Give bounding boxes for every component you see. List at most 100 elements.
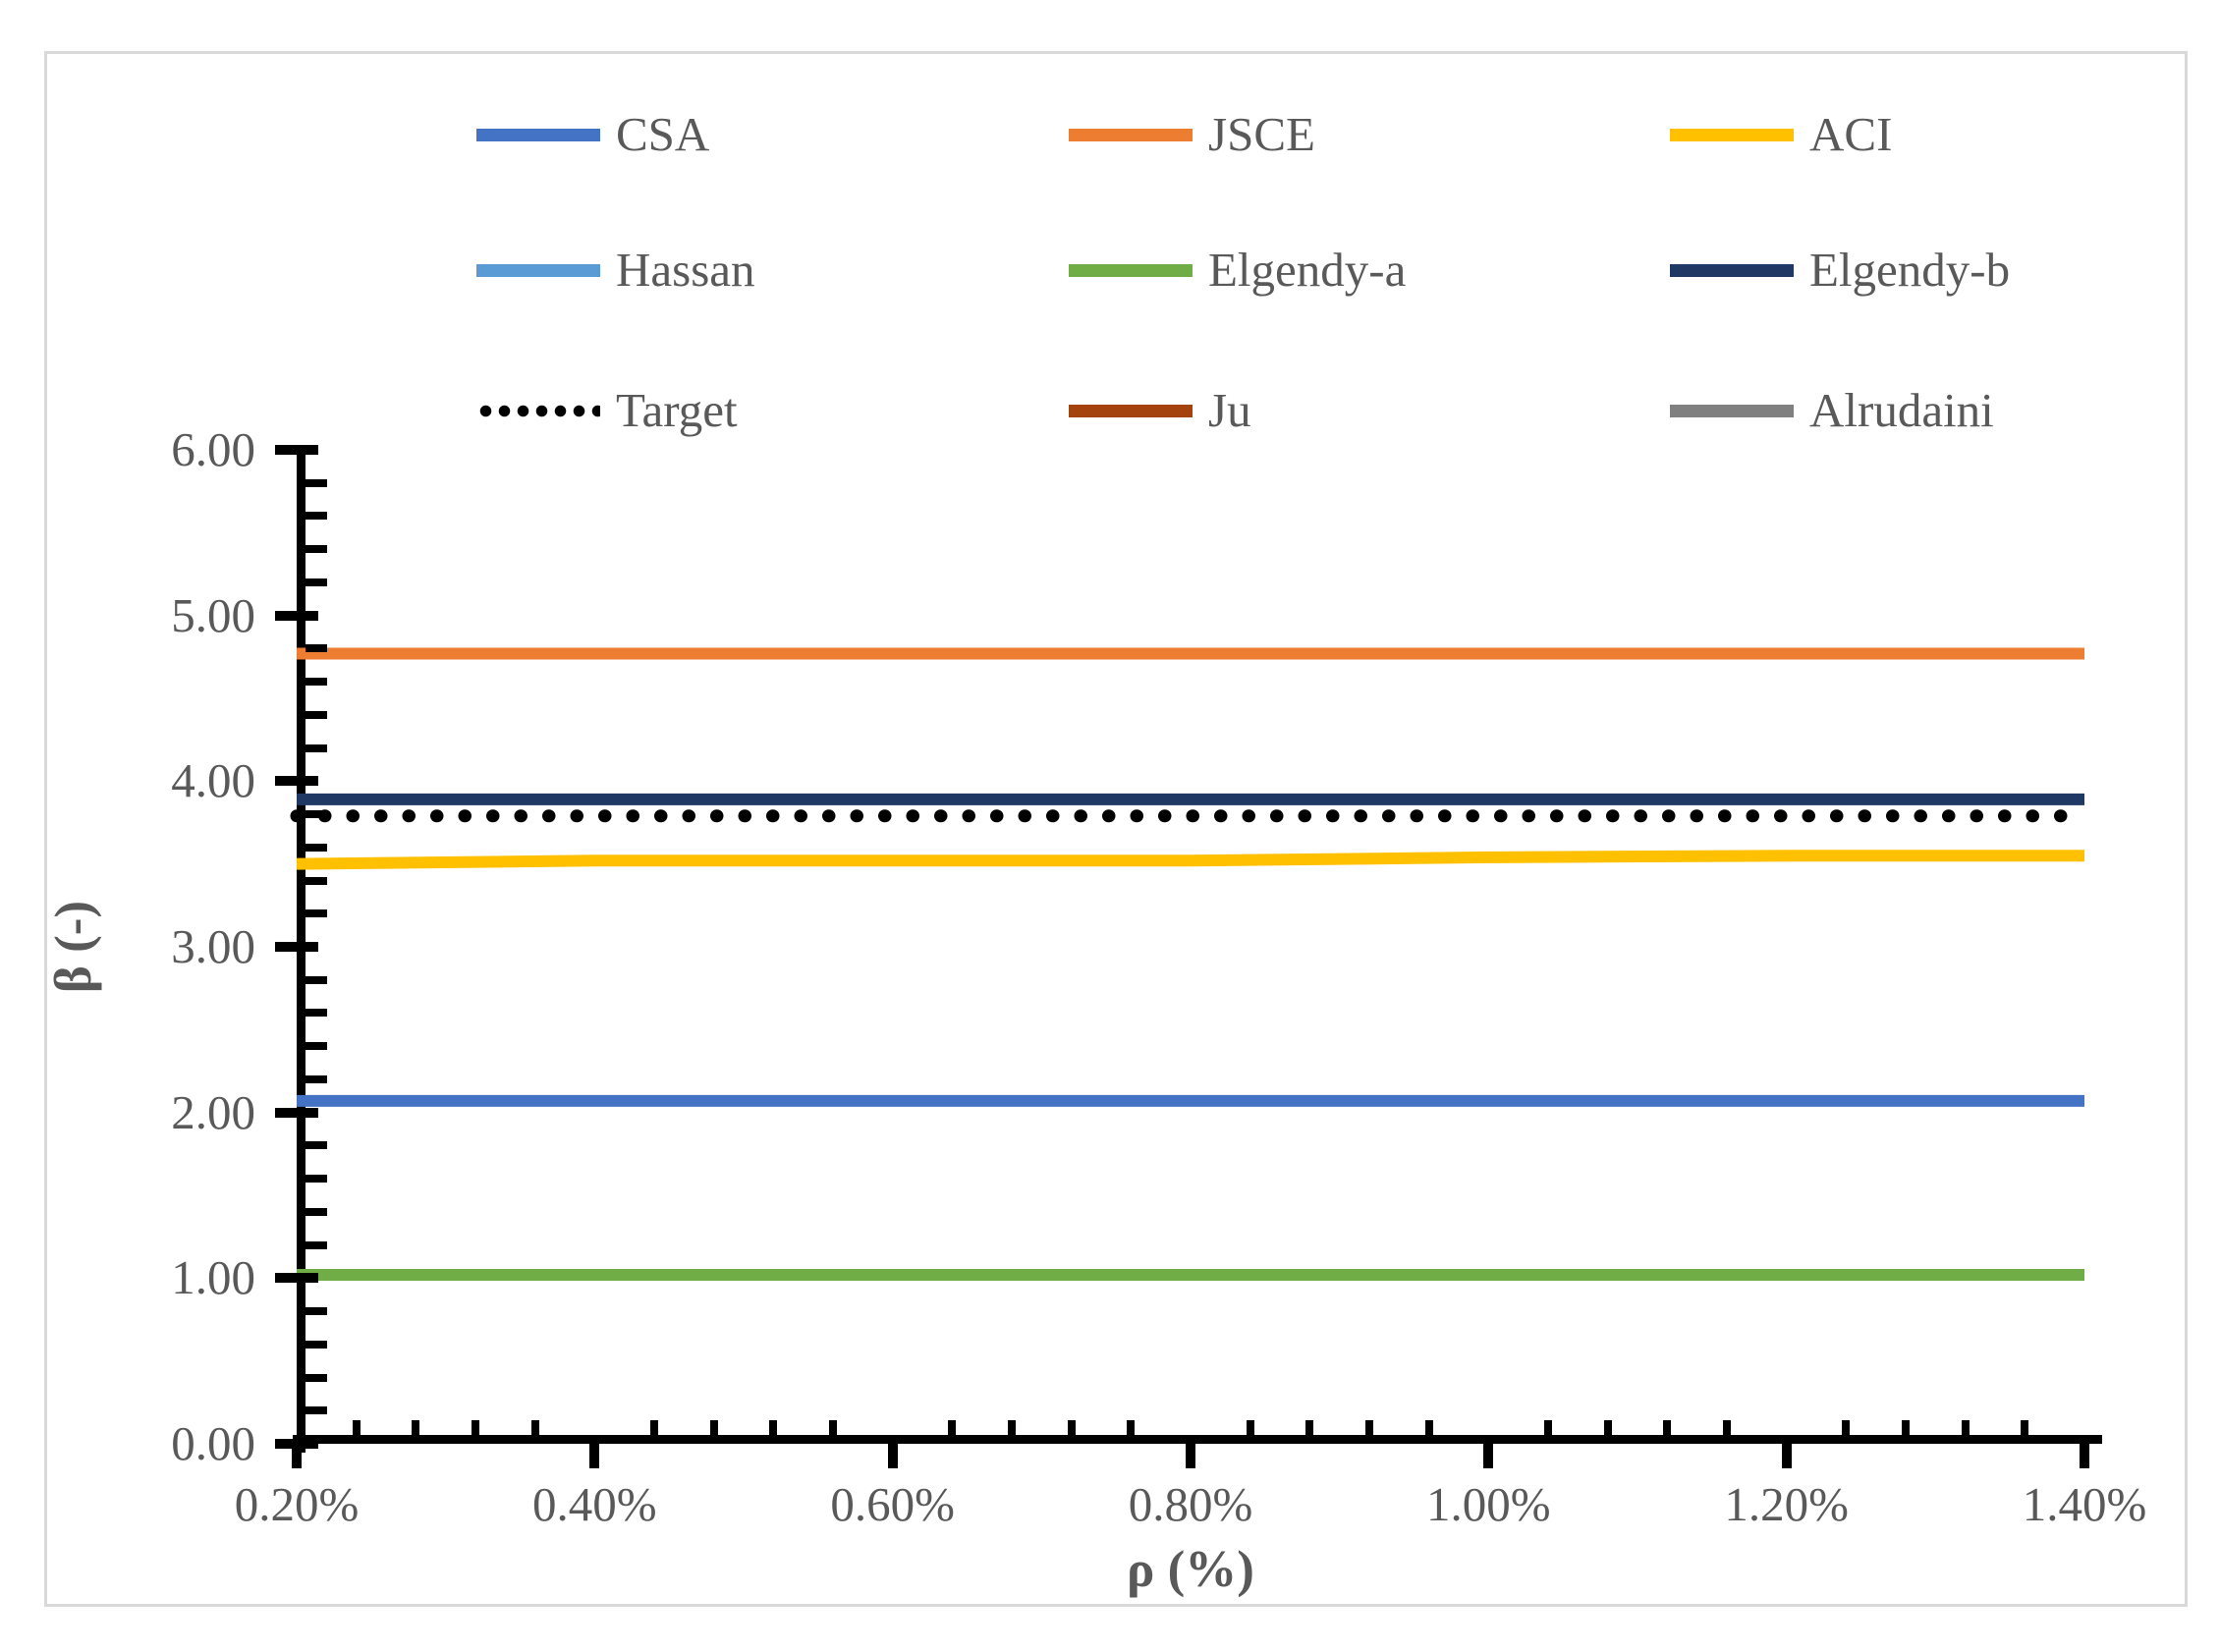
y-tick-label: 0.00: [171, 1416, 255, 1470]
x-minor-tick: [530, 1420, 539, 1435]
legend-swatch-jsce: [1069, 128, 1193, 141]
y-minor-tick: [305, 1042, 327, 1051]
x-minor-tick: [1067, 1420, 1076, 1435]
y-minor-tick: [305, 1373, 327, 1382]
x-tick-label: 0.60%: [830, 1477, 955, 1531]
x-minor-tick: [1842, 1420, 1851, 1435]
x-major-tick: [1781, 1444, 1792, 1468]
y-minor-tick: [305, 909, 327, 918]
x-minor-tick: [1008, 1420, 1016, 1435]
chart-frame: [44, 51, 2188, 1607]
legend-item-target: Target: [476, 385, 738, 436]
legend-label-hassan: Hassan: [616, 243, 755, 297]
x-minor-tick: [1127, 1420, 1136, 1435]
legend-swatch-elgendy-a: [1069, 263, 1193, 277]
legend-item-elgendy-b: Elgendy-b: [1670, 245, 2010, 296]
legend-swatch-target: [476, 404, 600, 417]
x-minor-tick: [650, 1420, 658, 1435]
x-minor-tick: [1902, 1420, 1910, 1435]
x-tick-label: 1.00%: [1426, 1477, 1551, 1531]
y-tick-label: 5.00: [171, 587, 255, 642]
legend-item-elgendy-a: Elgendy-a: [1069, 245, 1406, 296]
x-minor-tick: [1544, 1420, 1552, 1435]
y-minor-tick: [305, 1207, 327, 1216]
y-minor-tick: [305, 1406, 327, 1415]
x-minor-tick: [769, 1420, 778, 1435]
y-major-tick: [275, 776, 318, 787]
legend-item-jsce: JSCE: [1069, 109, 1315, 160]
x-major-tick: [1483, 1444, 1494, 1468]
series-line-aci: [296, 850, 2084, 870]
y-minor-tick: [305, 478, 327, 487]
x-minor-tick: [829, 1420, 837, 1435]
y-minor-tick: [305, 1141, 327, 1150]
y-minor-tick: [305, 743, 327, 752]
legend-label-csa: CSA: [616, 107, 710, 161]
x-major-tick: [292, 1444, 302, 1468]
x-axis-title: ρ (%): [1127, 1541, 1254, 1598]
x-minor-tick: [352, 1420, 361, 1435]
x-minor-tick: [1961, 1420, 1970, 1435]
y-minor-tick: [305, 975, 327, 984]
y-tick-label: 3.00: [171, 919, 255, 973]
y-minor-tick: [305, 578, 327, 586]
x-minor-tick: [472, 1420, 479, 1435]
y-minor-tick: [305, 678, 327, 687]
legend-label-jsce: JSCE: [1208, 107, 1315, 161]
legend-swatch-csa: [476, 128, 600, 141]
y-minor-tick: [305, 1340, 327, 1349]
y-minor-tick: [305, 1175, 327, 1184]
legend-label-aci: ACI: [1809, 107, 1893, 161]
x-tick-label: 1.40%: [2022, 1477, 2147, 1531]
y-minor-tick: [305, 810, 327, 819]
x-major-tick: [2080, 1444, 2089, 1468]
y-minor-tick: [305, 1240, 327, 1249]
y-minor-tick: [305, 876, 327, 885]
legend-label-elgendy-b: Elgendy-b: [1809, 243, 2011, 297]
x-minor-tick: [1305, 1420, 1314, 1435]
legend-item-ju: Ju: [1069, 385, 1251, 436]
y-minor-tick: [305, 1307, 327, 1316]
legend-item-aci: ACI: [1670, 109, 1892, 160]
y-tick-label: 1.00: [171, 1250, 255, 1305]
y-major-tick: [275, 445, 318, 455]
y-major-tick: [275, 1107, 318, 1118]
x-major-tick: [887, 1444, 898, 1468]
y-minor-tick: [305, 545, 327, 554]
y-minor-tick: [305, 710, 327, 719]
x-tick-label: 0.40%: [532, 1477, 657, 1531]
x-minor-tick: [1424, 1420, 1433, 1435]
legend-swatch-hassan: [476, 263, 600, 277]
y-major-tick: [275, 1273, 318, 1284]
legend-swatch-aci: [1670, 128, 1794, 141]
legend-swatch-ju: [1069, 404, 1193, 417]
x-minor-tick: [2021, 1420, 2029, 1435]
legend-label-target: Target: [616, 383, 738, 437]
x-axis-line: [293, 1435, 2102, 1444]
legend-label-elgendy-a: Elgendy-a: [1208, 243, 1407, 297]
x-minor-tick: [1246, 1420, 1254, 1435]
legend-swatch-alrudaini: [1670, 404, 1794, 417]
legend-label-ju: Ju: [1208, 383, 1251, 437]
x-major-tick: [1186, 1444, 1195, 1468]
x-tick-label: 1.20%: [1724, 1477, 1849, 1531]
legend-item-csa: CSA: [476, 109, 709, 160]
x-minor-tick: [948, 1420, 957, 1435]
legend-swatch-elgendy-b: [1670, 263, 1794, 277]
y-tick-label: 4.00: [171, 753, 255, 808]
y-tick-label: 2.00: [171, 1084, 255, 1139]
x-minor-tick: [1723, 1420, 1731, 1435]
plot-series-lines: [290, 647, 2091, 1281]
x-minor-tick: [412, 1420, 420, 1435]
y-minor-tick: [305, 1074, 327, 1083]
x-tick-label: 0.20%: [234, 1477, 360, 1531]
y-minor-tick: [305, 512, 327, 521]
x-minor-tick: [709, 1420, 718, 1435]
y-minor-tick: [305, 644, 327, 653]
x-minor-tick: [1365, 1420, 1373, 1435]
x-minor-tick: [1603, 1420, 1612, 1435]
y-major-tick: [275, 942, 318, 952]
legend-label-alrudaini: Alrudaini: [1809, 383, 1994, 437]
x-major-tick: [589, 1444, 600, 1468]
